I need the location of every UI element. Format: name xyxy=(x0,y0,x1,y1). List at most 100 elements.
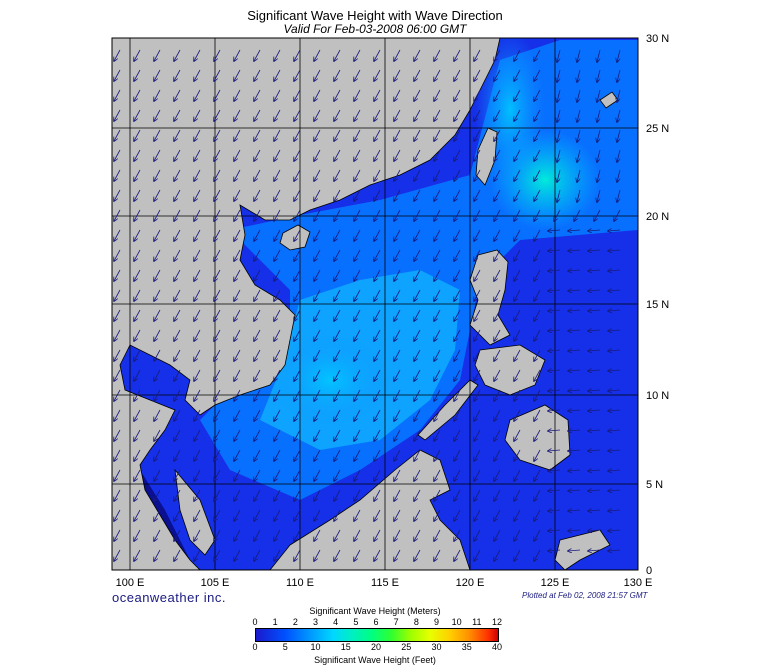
colorbar-feet-tick: 0 xyxy=(252,642,258,652)
wave-arrow xyxy=(154,309,161,321)
wave-arrow xyxy=(154,429,161,441)
wave-arrow xyxy=(234,409,241,421)
wave-arrow xyxy=(434,169,441,181)
wave-arrow xyxy=(134,149,141,161)
wave-arrow xyxy=(568,350,581,351)
wave-arrow xyxy=(394,389,401,401)
wave-arrow xyxy=(394,229,401,241)
wave-arrow xyxy=(354,369,361,381)
wave-arrow xyxy=(334,509,341,521)
wave-arrow xyxy=(514,149,521,161)
colorbar-meters-tick: 8 xyxy=(413,617,419,627)
wave-arrow xyxy=(568,550,581,551)
wave-arrow xyxy=(534,229,541,241)
wave-arrow xyxy=(568,470,581,471)
wave-arrow xyxy=(454,89,461,101)
wave-arrow xyxy=(414,169,421,181)
wave-arrow xyxy=(394,309,401,321)
wave-arrow xyxy=(154,529,161,541)
wave-arrow xyxy=(568,390,581,391)
wave-arrow xyxy=(474,209,481,221)
wave-arrow xyxy=(254,289,261,301)
wave-arrow xyxy=(294,509,301,521)
wave-arrow xyxy=(114,389,121,401)
wave-arrow xyxy=(534,109,541,121)
wave-arrow xyxy=(274,109,281,121)
wave-arrow xyxy=(534,529,541,541)
colorbar-feet-tick: 20 xyxy=(370,642,382,652)
wave-arrow xyxy=(548,510,561,511)
wave-arrow xyxy=(134,409,141,421)
wave-arrow xyxy=(234,369,241,381)
wave-arrow xyxy=(334,429,341,441)
wave-arrow xyxy=(414,89,421,101)
wave-arrow xyxy=(294,269,301,281)
wave-arrow xyxy=(434,89,441,101)
lat-label-20: 20 N xyxy=(646,211,669,223)
wave-arrow xyxy=(394,509,401,521)
wave-arrow xyxy=(154,489,161,501)
wave-arrow xyxy=(394,129,401,141)
wave-arrow xyxy=(548,230,561,231)
wave-arrow xyxy=(534,289,541,301)
wave-arrow xyxy=(394,209,401,221)
wave-arrow xyxy=(577,49,581,62)
wave-arrow xyxy=(174,489,181,501)
wave-arrow xyxy=(294,369,301,381)
wave-arrow xyxy=(114,329,121,341)
wave-arrow xyxy=(514,289,521,301)
wave-arrow xyxy=(254,169,261,181)
wave-arrow xyxy=(548,430,561,431)
wave-arrow xyxy=(174,209,181,221)
wave-arrow xyxy=(494,149,501,161)
wave-arrow xyxy=(154,89,161,101)
wave-arrow xyxy=(214,109,221,121)
wave-arrow xyxy=(454,549,461,561)
wave-arrow xyxy=(214,549,221,561)
wave-arrow xyxy=(314,469,321,481)
wave-arrow xyxy=(354,449,361,461)
wave-arrow xyxy=(234,329,241,341)
wave-arrow xyxy=(114,149,121,161)
wave-arrow xyxy=(234,249,241,261)
wave-arrow xyxy=(494,89,501,101)
wave-arrow xyxy=(214,469,221,481)
wave-arrow xyxy=(597,49,601,62)
wave-arrow xyxy=(294,189,301,201)
wave-arrow xyxy=(274,189,281,201)
wave-arrow xyxy=(454,169,461,181)
wave-arrow xyxy=(414,409,421,421)
wave-arrow xyxy=(174,249,181,261)
wave-arrow xyxy=(294,169,301,181)
colorbar-meters-tick: 9 xyxy=(433,617,440,627)
wave-arrow xyxy=(557,149,561,162)
colorbar-meters-tick: 10 xyxy=(451,617,462,627)
wave-arrow xyxy=(194,69,201,81)
wave-arrow xyxy=(614,209,621,221)
wave-arrow xyxy=(154,509,161,521)
wave-arrow xyxy=(588,250,601,251)
wave-arrow xyxy=(174,149,181,161)
wave-arrow xyxy=(114,349,121,361)
chart-title: Significant Wave Height with Wave Direct… xyxy=(247,8,503,23)
wave-arrow xyxy=(434,349,441,361)
wave-arrow xyxy=(588,350,601,351)
wave-arrow xyxy=(274,389,281,401)
wave-arrow xyxy=(374,209,381,221)
wave-arrow xyxy=(514,249,521,261)
wave-arrow xyxy=(374,489,381,501)
wave-arrow xyxy=(454,349,461,361)
wave-arrow xyxy=(454,489,461,501)
wave-arrow xyxy=(174,329,181,341)
wave-arrow xyxy=(394,489,401,501)
land-borneo xyxy=(269,449,471,570)
wave-arrow xyxy=(334,309,341,321)
wave-arrow xyxy=(514,229,521,241)
wave-arrow xyxy=(154,209,161,221)
wave-arrow xyxy=(548,270,561,271)
wave-arrow xyxy=(534,349,541,361)
wave-arrow xyxy=(474,549,481,561)
wave-arrow xyxy=(454,369,461,381)
wave-arrow xyxy=(314,529,321,541)
wave-arrow xyxy=(354,189,361,201)
